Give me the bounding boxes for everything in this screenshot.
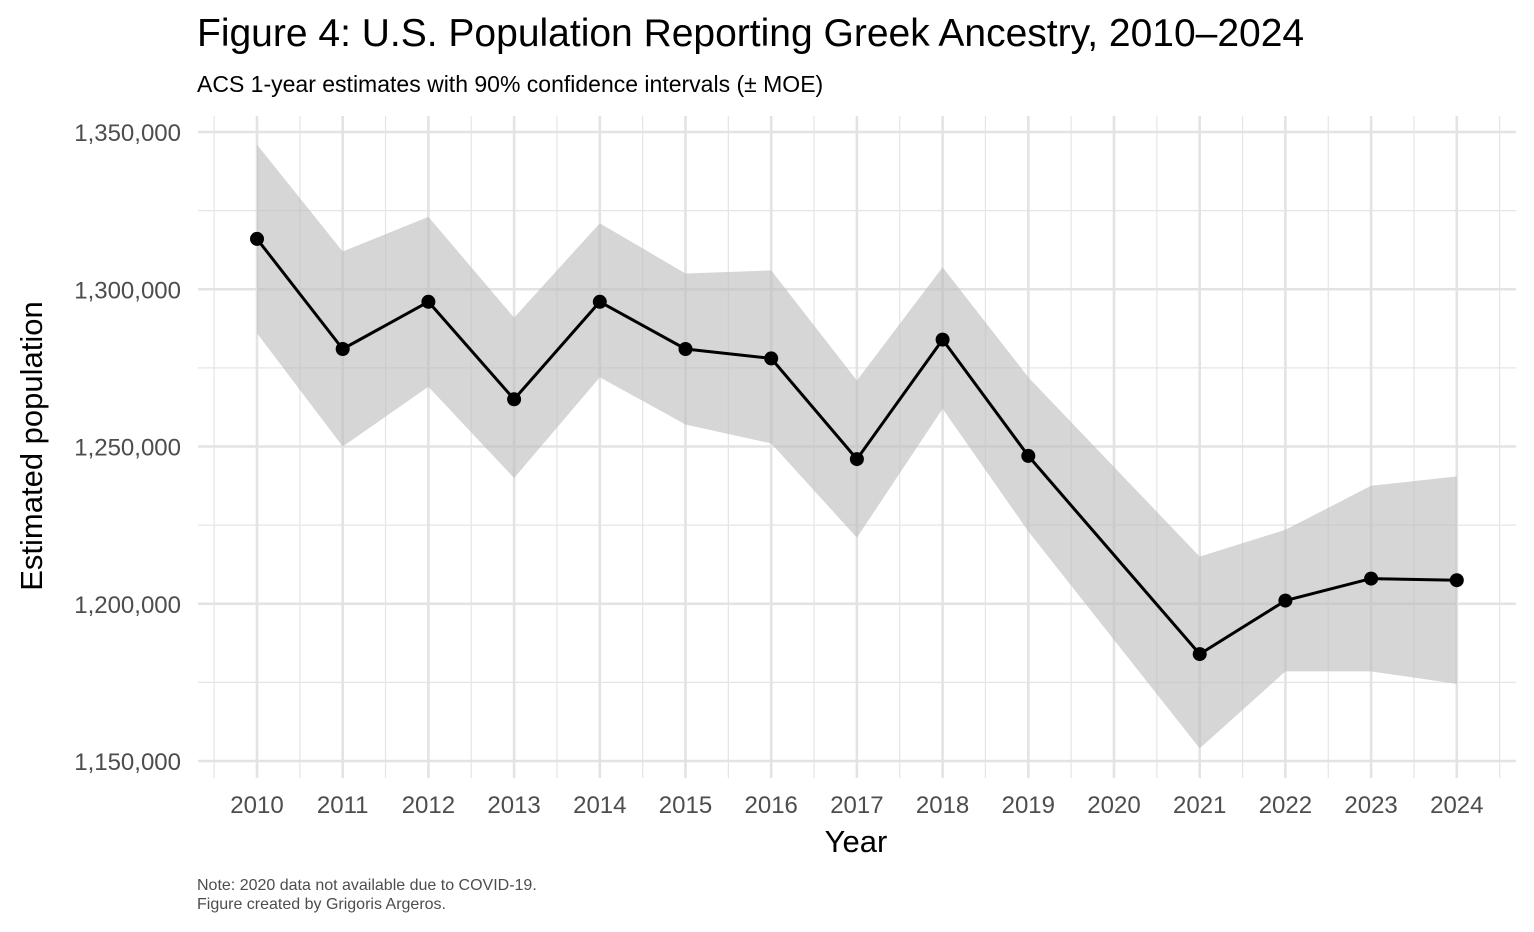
- data-point-2013: [507, 392, 522, 407]
- x-axis-ticks: 2010 2011 2012 2013 2014 2015 2016 2017 2018 2019…: [230, 792, 1483, 819]
- x-tick-label: 2010: [230, 792, 283, 819]
- data-point-2021: [1192, 647, 1207, 662]
- data-point-2019: [1021, 448, 1036, 463]
- data-point-2012: [421, 294, 436, 309]
- estimate-points: [250, 231, 1464, 662]
- y-tick-label: 1,150,000: [74, 749, 181, 776]
- x-tick-label: 2012: [402, 792, 455, 819]
- x-tick-label: 2023: [1344, 792, 1397, 819]
- y-tick-label: 1,350,000: [74, 120, 181, 147]
- data-point-2017: [849, 452, 864, 467]
- y-tick-label: 1,250,000: [74, 435, 181, 462]
- ci-ribbon-area: [257, 144, 1457, 749]
- x-tick-label: 2014: [573, 792, 626, 819]
- estimate-line: [255, 237, 1457, 656]
- caption-note: Note: 2020 data not available due to COV…: [197, 877, 537, 894]
- chart-caption: Note: 2020 data not available due to COV…: [197, 876, 537, 914]
- data-point-2023: [1364, 571, 1379, 586]
- data-point-2024: [1449, 573, 1464, 588]
- x-tick-label: 2016: [745, 792, 798, 819]
- data-point-2011: [335, 342, 350, 356]
- data-point-2010: [250, 231, 264, 246]
- caption-credit: Figure created by Grigoris Argeros.: [197, 896, 446, 913]
- x-tick-label: 2011: [317, 792, 369, 819]
- x-tick-label: 2018: [916, 792, 969, 819]
- chart-title: Figure 4: U.S. Population Reporting Gree…: [197, 12, 1305, 55]
- y-tick-label: 1,200,000: [74, 592, 181, 619]
- x-tick-label: 2013: [487, 792, 540, 819]
- y-tick-label: 1,300,000: [74, 277, 181, 304]
- data-point-2014: [592, 294, 607, 309]
- data-point-2016: [764, 351, 779, 366]
- y-axis-ticks: 1,150,000 1,200,000 1,250,000 1,300,000 1,35…: [74, 120, 181, 776]
- x-tick-label: 2022: [1259, 792, 1312, 819]
- x-tick-label: 2021: [1173, 792, 1226, 819]
- confidence-ribbon: [257, 144, 1457, 749]
- x-tick-label: 2017: [830, 792, 883, 819]
- x-tick-label: 2019: [1002, 792, 1055, 819]
- data-point-2015: [678, 342, 693, 356]
- estimate-polyline: [255, 237, 1457, 656]
- x-tick-label: 2020: [1087, 792, 1140, 819]
- data-point-2022: [1278, 593, 1293, 608]
- chart-subtitle: ACS 1-year estimates with 90% confidence…: [197, 71, 824, 97]
- x-tick-label: 2024: [1430, 792, 1483, 819]
- data-point-2018: [935, 332, 950, 347]
- y-axis-title: Estimated population: [14, 301, 49, 591]
- x-axis-title: Year: [825, 824, 888, 859]
- x-tick-label: 2015: [659, 792, 712, 819]
